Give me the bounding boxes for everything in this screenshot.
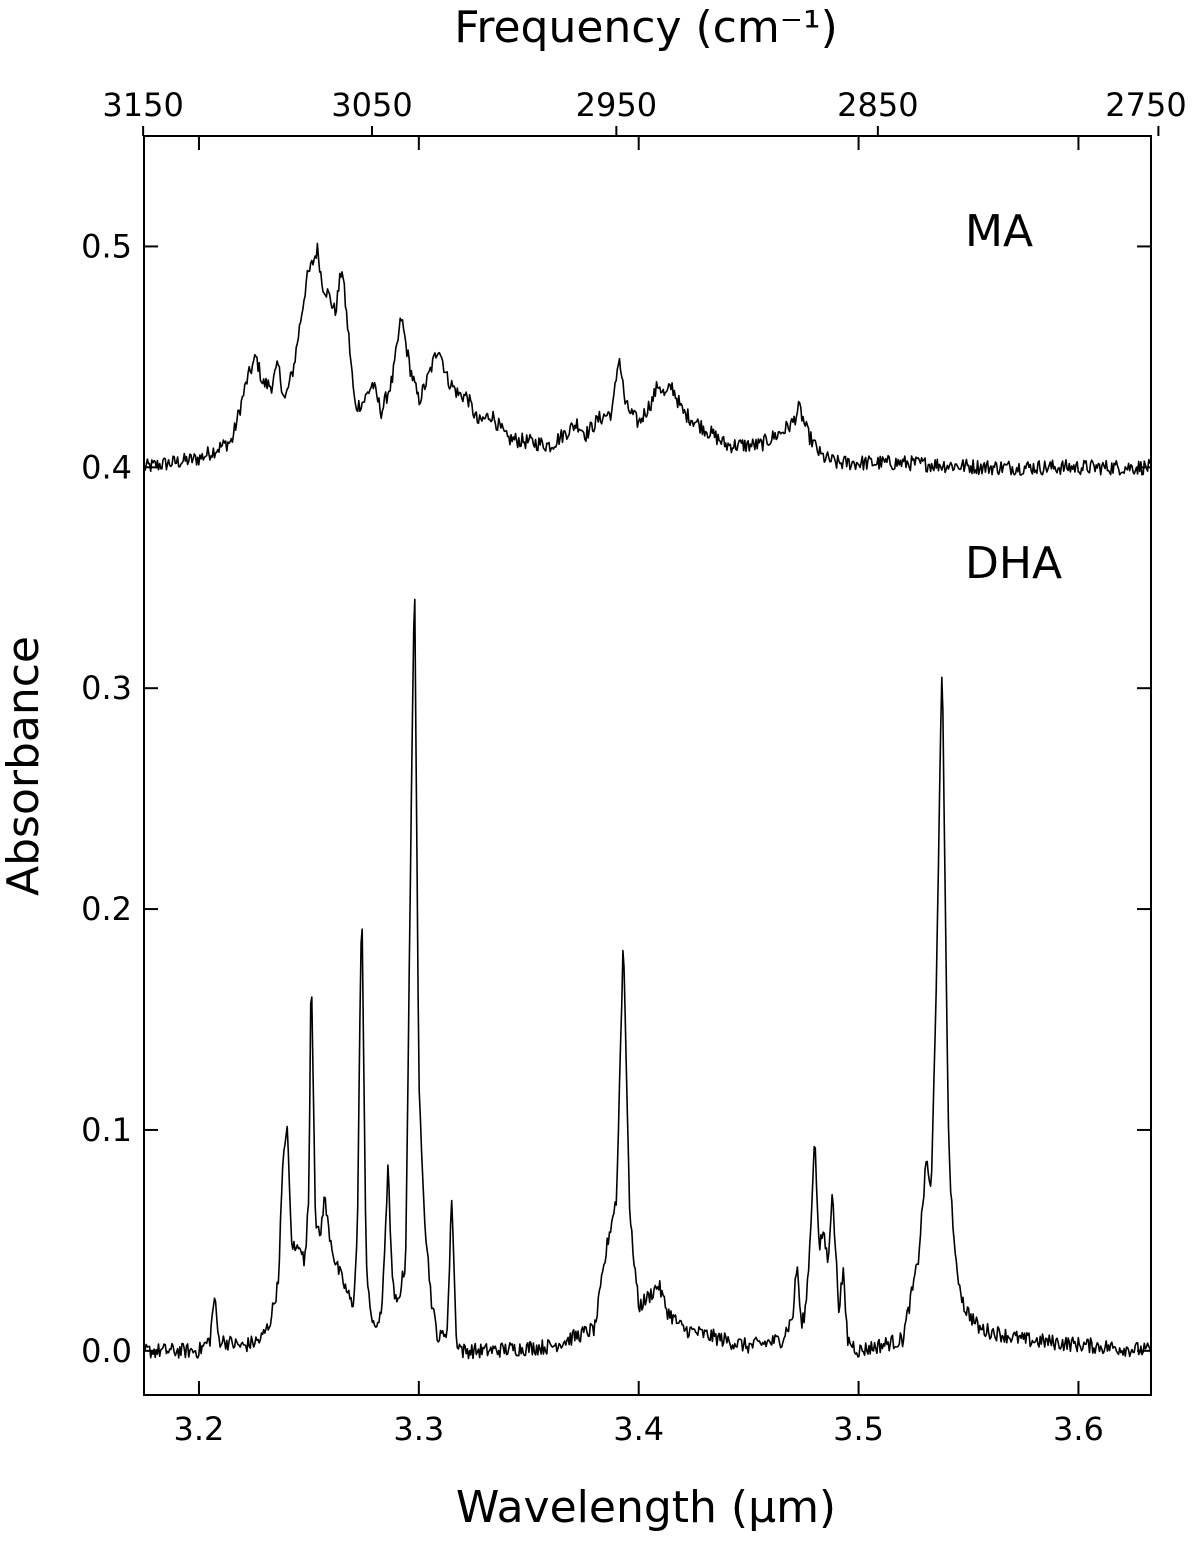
series-label-ma: MA [965,206,1033,257]
y-tick-label: 0.5 [81,227,132,265]
series-line-ma [143,242,1152,476]
y-tick-label: 0.1 [81,1111,132,1149]
y-tick-label: 0.4 [81,448,132,486]
top-tick-label: 2950 [576,86,657,124]
x-tick-label: 3.2 [174,1410,225,1448]
series-label-dha: DHA [965,538,1062,589]
top-tick-label: 3150 [102,86,183,124]
plot-frame [143,135,1152,1396]
axis-ticks: 3.2 3.3 3.4 3.5 3.6 0.0 0.1 0.2 0.3 0.4 0.5 3150 305… [81,86,1187,1448]
top-tick-label: 3050 [331,86,412,124]
y-tick-label: 0.3 [81,669,132,707]
series-line-dha [143,598,1152,1360]
y-axis-label: Absorbance [0,636,49,896]
top-tick-label: 2850 [837,86,918,124]
y-tick-label: 0.2 [81,890,132,928]
top-tick-label: 2750 [1105,86,1186,124]
x-tick-label: 3.5 [833,1410,884,1448]
series-labels: MA DHA [965,206,1062,589]
x-tick-label: 3.6 [1053,1410,1104,1448]
x-tick-label: 3.4 [613,1410,664,1448]
top-axis-label: Frequency (cm⁻¹) [454,2,838,53]
y-tick-label: 0.0 [81,1332,132,1370]
x-axis-label: Wavelength (μm) [456,1482,836,1533]
spectra [143,242,1152,1360]
x-tick-label: 3.3 [393,1410,444,1448]
